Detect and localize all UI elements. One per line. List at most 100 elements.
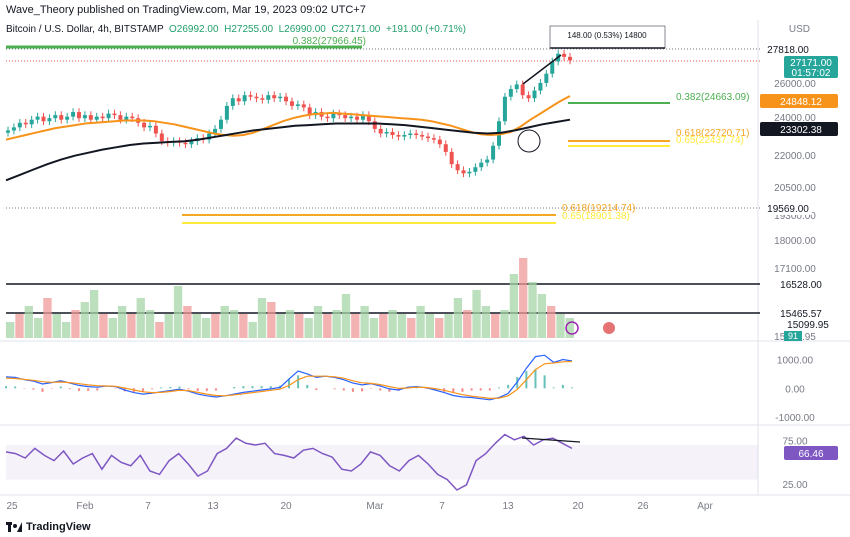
macd-histogram-bar: [242, 386, 245, 389]
volume-bar: [537, 294, 547, 338]
macd-histogram-bar: [351, 388, 354, 392]
ema-orange-tag: 24848.12: [780, 97, 822, 108]
macd-histogram-bar: [178, 386, 181, 389]
volume-bar: [360, 306, 369, 338]
x-tick-label: Mar: [366, 501, 384, 512]
candle-body: [284, 96, 289, 102]
candle-body: [278, 96, 283, 99]
candle-body: [230, 98, 235, 106]
candle-body: [112, 113, 117, 116]
volume-bar: [304, 318, 313, 338]
candle-body: [153, 125, 158, 134]
macd-histogram-bar: [96, 388, 99, 391]
macd-histogram-bar: [379, 388, 382, 391]
candle-body: [307, 107, 312, 116]
volume-bar: [127, 314, 136, 338]
candle-body: [254, 96, 259, 99]
candle-body: [118, 115, 123, 120]
volume-bar: [145, 310, 155, 338]
x-tick-label: Feb: [76, 501, 94, 512]
ohlc-high: H27255.00: [224, 24, 274, 35]
macd-histogram-bar: [452, 388, 455, 393]
fib-level-label: 0.382(24663.09): [676, 92, 749, 103]
candle-body: [491, 145, 496, 160]
macd-histogram-bar: [14, 386, 17, 389]
volume-bar: [323, 314, 332, 338]
candle-body: [35, 116, 40, 120]
candle-body: [343, 115, 348, 119]
volume-bar: [192, 314, 201, 338]
macd-histogram-bar: [552, 387, 555, 389]
candle-body: [130, 116, 135, 119]
ema-black-tag: 23302.38: [780, 125, 822, 136]
volume-bar: [453, 298, 463, 338]
symbol-name: Bitcoin / U.S. Dollar, 4h, BITSTAMP: [6, 24, 164, 35]
candle-body: [378, 128, 383, 134]
volume-bar: [519, 258, 528, 338]
volume-bar: [332, 310, 341, 338]
y-tick-label: 22000.00: [774, 151, 816, 162]
fib-level-label: 0.65(18901.38): [562, 211, 630, 222]
macd-histogram-bar: [214, 388, 217, 391]
volume-bar: [239, 314, 248, 338]
candle-body: [355, 116, 360, 120]
low-value-tag: 19569.00: [767, 204, 809, 215]
support1-tag: 16528.00: [780, 280, 822, 291]
volume-bar: [136, 298, 145, 338]
macd-histogram-bar: [388, 388, 391, 392]
macd-histogram-bar: [269, 386, 272, 389]
volume-bar: [99, 314, 108, 338]
macd-histogram-bar: [87, 388, 90, 391]
candle-body: [207, 133, 212, 140]
macd-signal-line: [5, 360, 573, 400]
ohlc-change: +191.00 (+0.71%): [385, 24, 466, 35]
volume-bar: [547, 306, 556, 338]
macd-histogram-bar: [196, 388, 199, 391]
candle-body: [550, 61, 555, 74]
x-tick-label: 25: [6, 501, 18, 512]
measure-label: 148.00 (0.53%) 14800: [567, 31, 647, 40]
volume-bar: [220, 306, 229, 338]
macd-histogram-bar: [415, 387, 418, 389]
candle-body: [94, 116, 99, 120]
ema-orange-tag-bg: [760, 94, 838, 108]
candle-body: [53, 115, 58, 119]
volume-bar: [425, 314, 435, 338]
candle-body: [88, 115, 93, 120]
candle-body: [485, 159, 490, 163]
candle-body: [443, 144, 448, 152]
candle-body: [538, 82, 543, 91]
macd-histogram-bar: [187, 388, 190, 390]
fib-level-label: 0.618(19214.74): [562, 203, 635, 214]
candle-body: [360, 115, 365, 120]
volume-bar: [565, 318, 574, 338]
candle-body: [236, 98, 241, 102]
candle-body: [65, 116, 70, 120]
candle-body: [384, 131, 389, 134]
macd-histogram-bar: [461, 388, 464, 392]
volume-bar: [407, 318, 416, 338]
volume-bar: [89, 290, 99, 338]
currency-label: USD: [788, 24, 810, 35]
volume-bar: [257, 298, 267, 338]
macd-histogram-bar: [32, 388, 35, 390]
candle-body: [213, 128, 218, 134]
candle-body: [520, 84, 525, 96]
x-tick-label: 7: [439, 501, 445, 512]
candle-body: [59, 115, 64, 120]
candle-body: [402, 135, 407, 137]
macd-histogram-bar: [205, 388, 208, 391]
candle-body: [514, 84, 519, 90]
macd-histogram-bar: [151, 388, 154, 390]
volume-bar: [369, 318, 379, 338]
volume-bar: [164, 314, 173, 338]
candle-body: [142, 122, 147, 128]
macd-histogram-bar: [297, 375, 300, 389]
macd-histogram-bar: [488, 388, 491, 391]
rsi-tick-label: 25.00: [782, 480, 807, 491]
high-value-tag: 27818.00: [767, 45, 809, 56]
last-price-tag-bg: [784, 56, 838, 78]
candle-body: [41, 116, 46, 122]
candle-body: [473, 167, 478, 172]
